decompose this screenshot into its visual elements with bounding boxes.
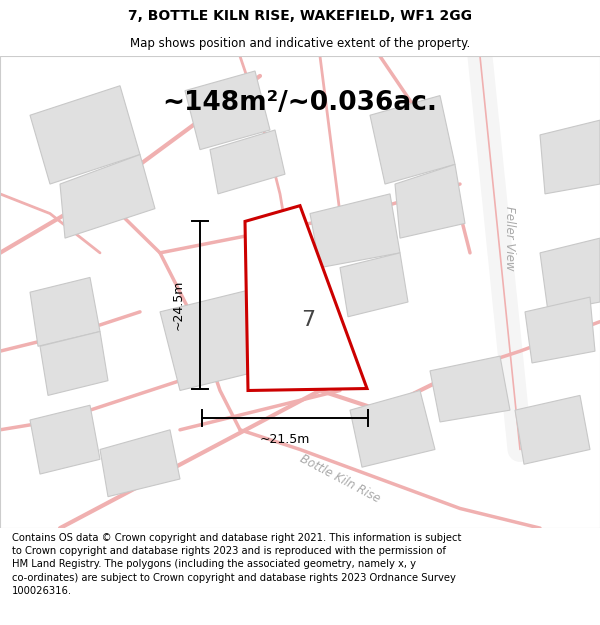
Polygon shape bbox=[395, 164, 465, 238]
Text: ~24.5m: ~24.5m bbox=[172, 280, 185, 330]
Text: Map shows position and indicative extent of the property.: Map shows position and indicative extent… bbox=[130, 38, 470, 51]
Polygon shape bbox=[310, 194, 400, 268]
Polygon shape bbox=[370, 96, 455, 184]
Polygon shape bbox=[540, 120, 600, 194]
Polygon shape bbox=[30, 86, 140, 184]
Text: ~21.5m: ~21.5m bbox=[260, 433, 310, 446]
Polygon shape bbox=[210, 130, 285, 194]
Polygon shape bbox=[60, 154, 155, 238]
Polygon shape bbox=[515, 396, 590, 464]
Text: Bottle Kiln Rise: Bottle Kiln Rise bbox=[298, 452, 382, 506]
Text: Feller View: Feller View bbox=[503, 206, 517, 271]
Polygon shape bbox=[30, 278, 100, 346]
Text: Contains OS data © Crown copyright and database right 2021. This information is : Contains OS data © Crown copyright and d… bbox=[12, 533, 461, 596]
Polygon shape bbox=[100, 430, 180, 497]
Polygon shape bbox=[40, 331, 108, 396]
Text: 7, BOTTLE KILN RISE, WAKEFIELD, WF1 2GG: 7, BOTTLE KILN RISE, WAKEFIELD, WF1 2GG bbox=[128, 9, 472, 22]
Polygon shape bbox=[540, 238, 600, 312]
Text: 7: 7 bbox=[301, 310, 315, 330]
Polygon shape bbox=[430, 356, 510, 422]
Polygon shape bbox=[340, 253, 408, 317]
Polygon shape bbox=[160, 282, 300, 391]
Polygon shape bbox=[525, 297, 595, 363]
Text: ~148m²/~0.036ac.: ~148m²/~0.036ac. bbox=[163, 91, 437, 116]
Polygon shape bbox=[185, 71, 270, 149]
Polygon shape bbox=[350, 391, 435, 467]
Polygon shape bbox=[30, 405, 100, 474]
Polygon shape bbox=[245, 206, 367, 391]
